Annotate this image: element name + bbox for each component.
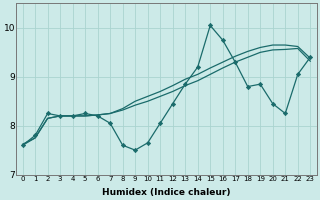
X-axis label: Humidex (Indice chaleur): Humidex (Indice chaleur) — [102, 188, 231, 197]
